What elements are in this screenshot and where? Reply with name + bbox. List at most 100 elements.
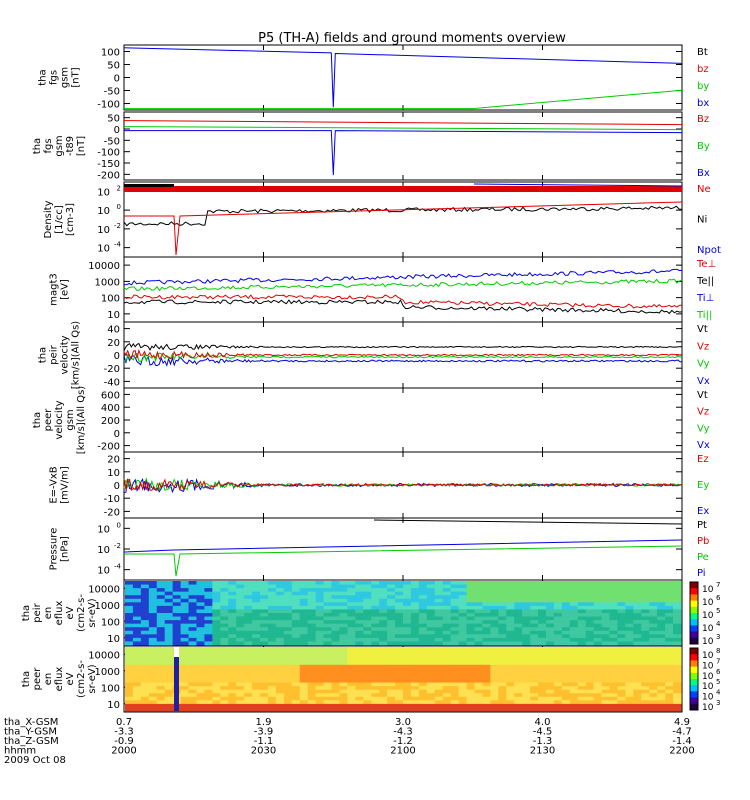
heatmap-cell <box>355 623 364 628</box>
heatmap-cell <box>625 634 634 639</box>
heatmap-cell <box>665 581 674 586</box>
heatmap-cell <box>315 584 325 589</box>
heatmap-cell <box>665 686 674 691</box>
heatmap-cell <box>244 668 253 673</box>
heatmap-cell <box>339 664 348 669</box>
heatmap-cell <box>275 623 285 628</box>
heatmap-cell <box>347 668 356 673</box>
heatmap-cell <box>633 609 642 614</box>
heatmap-cell <box>212 581 221 586</box>
heatmap-cell <box>577 700 587 705</box>
heatmap-cell <box>673 605 682 611</box>
heatmap-cell <box>569 703 579 709</box>
heatmap-cell <box>514 605 523 611</box>
legend-Vt: Vt <box>697 324 708 335</box>
heatmap-cell <box>450 620 460 625</box>
heatmap-cell <box>442 661 452 666</box>
heatmap-cell <box>522 693 531 698</box>
heatmap-cell <box>204 605 213 611</box>
heatmap-cell <box>220 689 229 694</box>
heatmap-cell <box>236 605 245 611</box>
heatmap-cell <box>538 686 547 691</box>
heatmap-cell <box>434 650 444 655</box>
heatmap-cell <box>347 641 356 646</box>
heatmap-cell <box>395 657 404 662</box>
heatmap-cell <box>180 616 190 621</box>
heatmap-cell <box>538 627 547 632</box>
heatmap-cell <box>228 591 237 596</box>
heatmap-cell <box>315 707 325 712</box>
heatmap-cell <box>315 634 325 639</box>
heatmap-cell <box>188 657 198 662</box>
series-vx <box>123 354 683 367</box>
heatmap-cell <box>379 671 388 677</box>
heatmap-cell <box>275 661 285 666</box>
heatmap-cell <box>482 700 491 705</box>
heatmap-cell <box>252 654 261 659</box>
heatmap-cell <box>538 637 547 643</box>
heatmap-cell <box>180 609 190 614</box>
heatmap-cell <box>172 630 182 635</box>
heatmap-cell <box>482 637 491 643</box>
heatmap-cell <box>347 591 356 596</box>
heatmap-cell <box>196 609 206 614</box>
heatmap-cell <box>617 584 626 589</box>
heatmap-cell <box>204 634 213 639</box>
heatmap-cell <box>339 693 348 698</box>
heatmap-cell <box>363 581 372 586</box>
heatmap-cell <box>267 668 277 673</box>
heatmap-cell <box>379 668 388 673</box>
heatmap-cell <box>172 602 182 607</box>
heatmap-cell <box>561 654 571 659</box>
heatmap-cell <box>434 584 444 589</box>
heatmap-cell <box>450 654 460 659</box>
heatmap-cell <box>498 668 507 673</box>
heatmap-cell <box>252 609 261 614</box>
heatmap-cell <box>434 703 444 709</box>
heatmap-cell <box>466 623 476 628</box>
heatmap-cell <box>132 668 142 673</box>
heatmap-cell <box>474 630 484 635</box>
heatmap-cell <box>577 627 587 632</box>
heatmap-cell <box>363 650 372 655</box>
heatmap-cell <box>164 581 174 586</box>
heatmap-cell <box>569 657 579 662</box>
heatmap-cell <box>188 627 198 632</box>
heatmap-cell <box>482 668 491 673</box>
heatmap-cell <box>395 598 404 603</box>
heatmap-cell <box>593 693 603 698</box>
heatmap-cell <box>132 647 142 652</box>
heatmap-cell <box>283 686 293 691</box>
heatmap-cell <box>125 637 134 643</box>
heatmap-cell <box>577 588 587 593</box>
legend-Te||: Te|| <box>696 276 714 287</box>
heatmap-cell <box>458 620 468 625</box>
heatmap-cell <box>132 700 142 705</box>
heatmap-cell <box>363 703 372 709</box>
heatmap-cell <box>625 707 634 712</box>
heatmap-cell <box>315 693 325 698</box>
heatmap-cell <box>220 623 229 628</box>
heatmap-cell <box>236 641 245 646</box>
heatmap-cell <box>545 613 555 618</box>
heatmap-cell <box>641 661 650 666</box>
heatmap-cell <box>331 598 341 603</box>
heatmap-cell <box>466 602 476 607</box>
heatmap-cell <box>633 598 642 603</box>
y-tick-label: 600 <box>101 390 120 401</box>
legend-Bt: Bt <box>697 47 708 58</box>
heatmap-cell <box>418 588 428 593</box>
heatmap-cell <box>410 616 420 621</box>
ephemeris-value: 2200 <box>669 746 694 757</box>
heatmap-cell <box>363 696 372 701</box>
heatmap-cell <box>458 616 468 621</box>
heatmap-cell <box>275 703 285 709</box>
heatmap-cell <box>490 637 499 643</box>
heatmap-cell <box>164 588 174 593</box>
heatmap-cell <box>474 647 484 652</box>
heatmap-cell <box>267 595 277 600</box>
heatmap-cell <box>355 693 364 698</box>
heatmap-cell <box>188 641 198 646</box>
heatmap-cell <box>196 581 206 586</box>
